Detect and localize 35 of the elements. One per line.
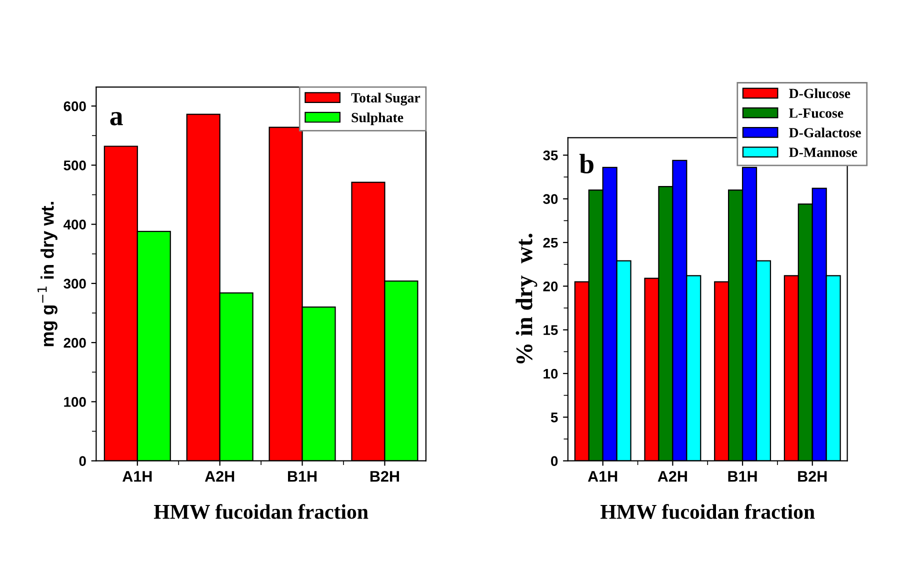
y-axis-title: mg g$^{−1}$ in dry wt. (38, 202, 58, 346)
y-tick-label: 35 (543, 150, 558, 160)
y-tick-label: 400 (64, 220, 86, 230)
y-tick-label: 100 (64, 397, 86, 407)
x-tick-label: B2H (370, 470, 399, 482)
y-tick-label: 30 (543, 194, 558, 204)
x-tick-label: A1H (122, 471, 152, 482)
x-tick-label: A1H (588, 471, 618, 482)
y-tick-label: 200 (64, 338, 86, 348)
y-tick-label: 500 (64, 160, 86, 170)
y-axis-title: % in dry wt. (516, 234, 538, 364)
x-tick-label: B1H (728, 471, 757, 482)
legend-label: D-Galactose (789, 128, 861, 138)
y-tick-label: 25 (543, 238, 558, 248)
y-tick-label: 15 (544, 325, 558, 336)
chart-title: b (579, 154, 594, 174)
y-tick-label: 10 (544, 368, 558, 379)
legend-label: D-Glucose (789, 88, 850, 98)
legend-label: Total Sugar (351, 92, 420, 106)
y-tick-label: 300 (64, 278, 86, 289)
legend-label: Sulphate (352, 112, 404, 126)
x-tick-label: A2H (658, 470, 687, 482)
x-axis-title: HMW fucoidan fraction (600, 504, 815, 520)
x-axis-title: HMW fucoidan fraction (154, 504, 368, 520)
y-tick-label: 20 (543, 282, 558, 292)
text: a (110, 112, 123, 126)
x-tick-label: A2H (204, 470, 234, 482)
x-tick-label: B2H (798, 470, 827, 482)
y-tick-label: 600 (64, 101, 86, 112)
x-tick-label: B1H (288, 471, 317, 482)
legend-label: L-Fucose (789, 108, 844, 118)
y-tick-label: 0 (79, 456, 86, 466)
legend-label: D-Mannose (789, 148, 858, 158)
y-tick-label: 0 (551, 456, 558, 466)
y-tick-label: 5 (550, 412, 558, 422)
